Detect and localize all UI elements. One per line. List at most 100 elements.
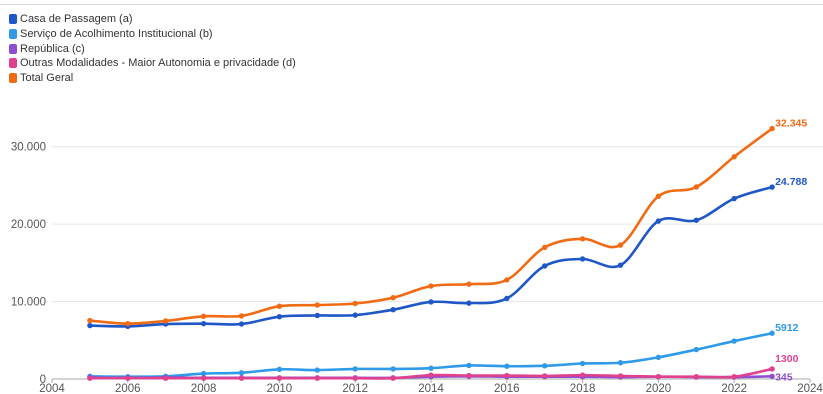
data-point[interactable] <box>200 370 207 377</box>
data-point[interactable] <box>238 313 245 319</box>
legend-item-servico-de-acolhimento-institucional-b[interactable]: Serviço de Acolhimento Institucional (b) <box>9 27 296 42</box>
end-value-label: 1300 <box>775 353 799 365</box>
data-point[interactable] <box>655 373 662 380</box>
data-point[interactable] <box>125 320 131 327</box>
data-point[interactable] <box>542 373 548 379</box>
data-point[interactable] <box>314 375 320 381</box>
data-point[interactable] <box>617 262 624 268</box>
data-point[interactable] <box>466 281 472 287</box>
end-labels: 24.788 5912 345 1300 32.345 <box>775 118 807 384</box>
legend-item-total-geral[interactable]: Total Geral <box>9 71 296 86</box>
data-point[interactable] <box>769 373 775 380</box>
data-point[interactable] <box>276 375 283 381</box>
data-point[interactable] <box>238 375 245 381</box>
data-point[interactable] <box>579 236 586 242</box>
series-line <box>88 127 774 325</box>
series-lines <box>87 125 775 381</box>
data-point[interactable] <box>238 321 245 327</box>
data-point[interactable] <box>87 322 93 329</box>
data-point[interactable] <box>693 373 699 380</box>
data-point[interactable] <box>769 366 775 372</box>
data-point[interactable] <box>731 195 737 202</box>
data-point[interactable] <box>428 299 434 305</box>
series-outras-modalidades-maior-autonomia-e-privacidade-d <box>87 366 775 381</box>
x-tick-label: 2016 <box>494 383 520 394</box>
data-point[interactable] <box>617 360 624 366</box>
legend-label: Total Geral <box>20 72 74 85</box>
data-point[interactable] <box>238 370 245 376</box>
x-tick-label: 2020 <box>646 383 672 394</box>
data-point[interactable] <box>731 338 737 344</box>
data-point[interactable] <box>579 372 586 378</box>
legend-swatch <box>9 29 17 40</box>
data-point[interactable] <box>314 302 320 308</box>
data-point[interactable] <box>428 365 434 371</box>
x-tick-label: 2018 <box>570 383 596 394</box>
data-point[interactable] <box>163 318 169 324</box>
data-point[interactable] <box>542 244 548 251</box>
data-point[interactable] <box>769 184 775 190</box>
data-point[interactable] <box>390 366 396 372</box>
data-point[interactable] <box>352 300 358 307</box>
data-point[interactable] <box>655 218 662 224</box>
data-point[interactable] <box>693 217 699 223</box>
data-point[interactable] <box>617 242 624 248</box>
data-point[interactable] <box>466 362 472 369</box>
data-point[interactable] <box>731 154 737 160</box>
data-point[interactable] <box>352 366 358 372</box>
data-point[interactable] <box>314 367 320 373</box>
data-point[interactable] <box>769 125 775 132</box>
data-point[interactable] <box>504 295 510 302</box>
data-point[interactable] <box>276 303 283 309</box>
data-point[interactable] <box>655 354 662 361</box>
data-point[interactable] <box>314 312 320 319</box>
data-point[interactable] <box>504 372 510 379</box>
data-point[interactable] <box>390 295 396 301</box>
legend-item-casa-de-passagem-a[interactable]: Casa de Passagem (a) <box>9 12 296 27</box>
series-servico-de-acolhimento-institucional-b <box>87 330 775 380</box>
data-point[interactable] <box>579 360 586 367</box>
data-point[interactable] <box>655 193 662 199</box>
data-point[interactable] <box>276 313 283 320</box>
data-point[interactable] <box>693 184 699 190</box>
x-tick-label: 2022 <box>721 383 747 394</box>
data-point[interactable] <box>352 375 358 381</box>
top-divider <box>0 4 823 5</box>
data-point[interactable] <box>504 363 510 369</box>
y-axis-ticks: 0 10.000 20.000 30.000 <box>11 142 46 386</box>
legend-item-outras-modalidades-maior-autonomia-e-privacidade-d[interactable]: Outras Modalidades - Maior Autonomia e p… <box>9 56 296 71</box>
data-point[interactable] <box>163 375 169 381</box>
data-point[interactable] <box>428 372 434 378</box>
data-point[interactable] <box>200 320 207 327</box>
data-point[interactable] <box>731 373 737 380</box>
end-value-label: 32.345 <box>775 118 807 130</box>
data-point[interactable] <box>542 363 548 369</box>
data-point[interactable] <box>125 375 131 381</box>
gridlines <box>52 146 823 303</box>
data-point[interactable] <box>542 263 548 269</box>
data-point[interactable] <box>466 300 472 306</box>
y-tick-label: 10.000 <box>11 297 46 309</box>
data-point[interactable] <box>390 307 396 313</box>
data-point[interactable] <box>579 256 586 262</box>
data-point[interactable] <box>200 375 207 381</box>
data-point[interactable] <box>276 366 283 373</box>
legend-item-republica-c[interactable]: República (c) <box>9 41 296 56</box>
data-point[interactable] <box>87 317 93 324</box>
x-tick-label: 2004 <box>39 383 65 394</box>
data-point[interactable] <box>87 375 93 381</box>
data-point[interactable] <box>428 283 434 289</box>
data-point[interactable] <box>769 330 775 336</box>
data-point[interactable] <box>693 346 699 353</box>
x-tick-label: 2008 <box>191 383 217 394</box>
data-point[interactable] <box>617 373 624 379</box>
data-point[interactable] <box>200 313 207 319</box>
series-total-geral <box>87 125 775 327</box>
y-tick-label: 0 <box>40 374 46 386</box>
y-tick-label: 30.000 <box>11 142 46 154</box>
data-point[interactable] <box>504 277 510 283</box>
data-point[interactable] <box>466 372 472 379</box>
data-point[interactable] <box>352 312 358 318</box>
data-point[interactable] <box>390 375 396 381</box>
